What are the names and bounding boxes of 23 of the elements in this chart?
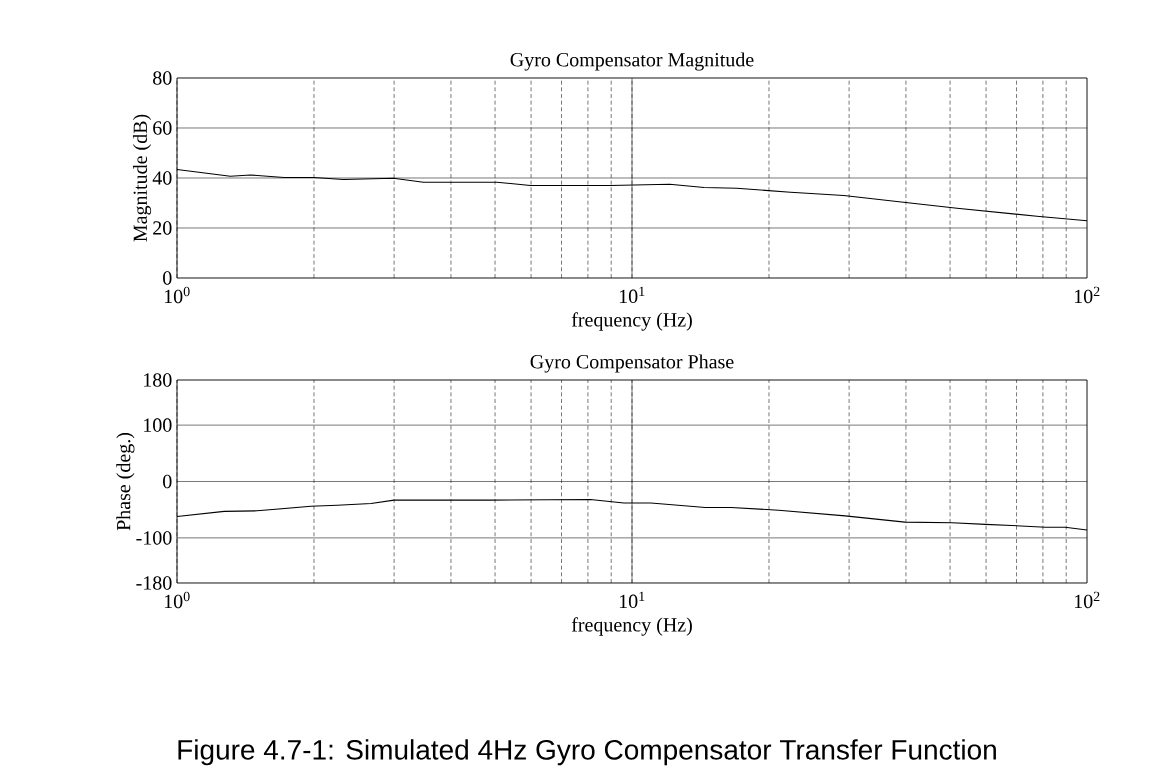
y-tick-label: 60 (153, 121, 172, 135)
y-tick-label: -100 (136, 531, 172, 545)
y-tick-label: 100 (144, 418, 172, 432)
y-tick-label: 40 (152, 171, 172, 185)
y-tick-label: 20 (153, 221, 172, 235)
y-tick-label: -180 (136, 576, 172, 590)
y-tick-label: 0 (163, 474, 172, 489)
x-tick-label: 10$^{1}$ (619, 286, 645, 304)
x-tick-label: 10$^{0}$ (164, 286, 190, 304)
x-tick-label: 10$^{0}$ (164, 591, 190, 609)
x-axis-title: frequency (Hz) (571, 617, 692, 636)
y-tick-label: 0 (163, 271, 172, 285)
chart-title: Gyro Compensator Magnitude (510, 52, 754, 71)
y-tick-label: 180 (144, 373, 172, 387)
chart-title: Gyro Compensator Phase (530, 354, 734, 373)
caption: Figure 4.7-1: Simulated 4Hz Gyro Compensator Transfer Function (178, 739, 996, 766)
y-axis-title: Magnitude (dB) (132, 114, 152, 242)
y-tick-label: 80 (153, 71, 172, 85)
x-tick-label: 10$^{2}$ (1074, 286, 1100, 304)
x-tick-label: 10$^{2}$ (1074, 591, 1100, 609)
x-tick-label: 10$^{1}$ (619, 591, 645, 609)
y-axis-title: Phase (deg.) (116, 432, 135, 531)
x-axis-title: frequency (Hz) (571, 312, 692, 331)
